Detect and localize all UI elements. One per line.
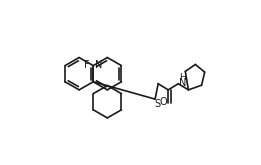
Text: S: S [154,99,161,109]
Text: N: N [95,60,102,70]
Text: F: F [84,60,90,70]
Text: O: O [160,97,167,107]
Text: H: H [179,73,186,82]
Text: N: N [179,78,186,88]
